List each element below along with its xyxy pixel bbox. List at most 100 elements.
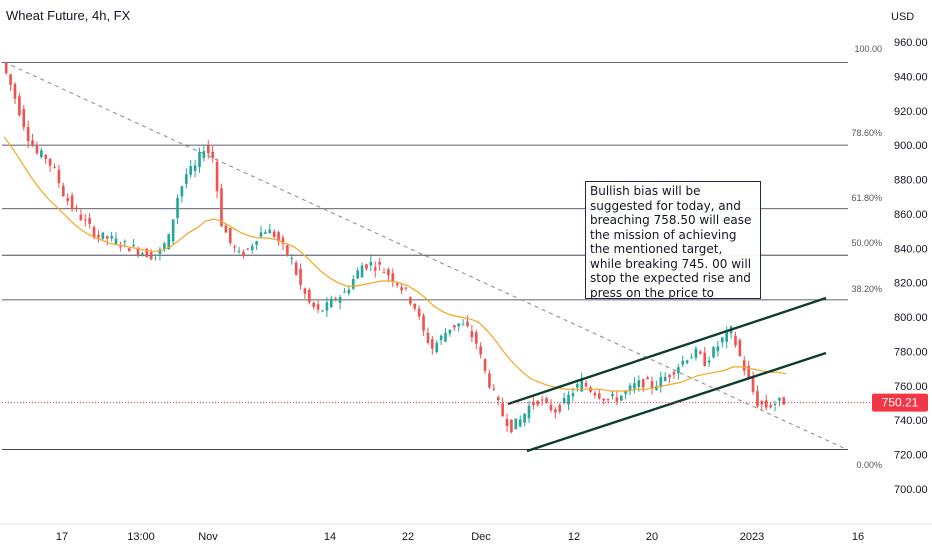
candle-body bbox=[474, 332, 478, 344]
candle-body bbox=[387, 269, 390, 276]
candle-body bbox=[641, 379, 645, 388]
candle-body bbox=[22, 108, 26, 128]
candle-body bbox=[431, 339, 434, 349]
y-tick-label: 880.00 bbox=[894, 175, 928, 187]
candle-body bbox=[646, 377, 649, 380]
candle-body bbox=[369, 262, 373, 266]
candle-body bbox=[237, 250, 241, 252]
candle-body bbox=[316, 304, 320, 310]
candle-body bbox=[382, 272, 386, 274]
candle-body bbox=[532, 401, 535, 406]
candle-body bbox=[9, 74, 12, 85]
candle-body bbox=[773, 403, 777, 405]
candle-body bbox=[308, 289, 311, 303]
y-tick-label: 900.00 bbox=[894, 140, 928, 152]
candle-body bbox=[294, 262, 298, 275]
candle-body bbox=[119, 246, 122, 248]
candle-body bbox=[141, 253, 144, 255]
candle-body bbox=[470, 331, 474, 338]
candle-body bbox=[479, 346, 482, 355]
candle-body bbox=[720, 337, 724, 343]
candle-body bbox=[606, 398, 610, 400]
y-tick-label: 960.00 bbox=[894, 37, 928, 49]
candle-body bbox=[554, 409, 557, 413]
candle-body bbox=[268, 229, 272, 234]
candle-body bbox=[57, 169, 61, 184]
candle-body bbox=[576, 384, 579, 388]
candle-body bbox=[567, 394, 570, 405]
candle-body bbox=[769, 405, 772, 408]
y-tick-label: 760.00 bbox=[894, 381, 928, 393]
candle-body bbox=[707, 360, 711, 363]
candle-body bbox=[496, 397, 500, 401]
candle-body bbox=[426, 332, 430, 343]
candle-body bbox=[101, 232, 105, 239]
y-tick-label: 860.00 bbox=[894, 209, 928, 221]
candle-body bbox=[400, 287, 403, 291]
trendline bbox=[3, 61, 849, 451]
candle-body bbox=[338, 297, 342, 303]
candle-body bbox=[193, 165, 197, 171]
candle-body bbox=[663, 376, 667, 381]
candle-body bbox=[518, 419, 522, 427]
current-price-badge bbox=[872, 393, 928, 412]
candle-body bbox=[75, 207, 78, 209]
candle-body bbox=[637, 380, 641, 387]
candle-body bbox=[751, 377, 755, 392]
candlestick-series bbox=[4, 61, 786, 434]
candle-body bbox=[356, 270, 359, 279]
candle-body bbox=[259, 232, 263, 237]
candle-body bbox=[92, 227, 96, 237]
current-price-marker: 750.21 bbox=[2, 393, 928, 412]
candle-body bbox=[264, 232, 267, 234]
candle-body bbox=[716, 346, 720, 352]
analysis-note[interactable]: Bullish bias will be suggested for today… bbox=[585, 181, 761, 299]
dashed-trendline[interactable] bbox=[3, 61, 849, 451]
x-tick-label: 13:00 bbox=[127, 531, 155, 543]
candle-body bbox=[31, 140, 34, 146]
x-tick-label: Nov bbox=[198, 531, 218, 543]
candle-body bbox=[343, 291, 346, 293]
rising-channel[interactable] bbox=[507, 296, 827, 453]
x-tick-label: Dec bbox=[471, 531, 491, 543]
fib-label: 61.80% bbox=[851, 193, 882, 203]
candle-body bbox=[527, 405, 531, 419]
candle-body bbox=[461, 324, 465, 326]
candle-body bbox=[378, 261, 381, 265]
candle-body bbox=[110, 235, 113, 239]
y-tick-label: 740.00 bbox=[894, 415, 928, 427]
time-axis[interactable]: 17 13:00 Nov 14 22 Dec 12 20 2023 16 bbox=[56, 531, 864, 543]
candle-body bbox=[347, 289, 351, 294]
candle-body bbox=[778, 397, 781, 401]
candle-body bbox=[580, 379, 584, 392]
candle-body bbox=[53, 166, 56, 168]
candle-body bbox=[48, 158, 52, 166]
currency-label: USD bbox=[891, 11, 914, 23]
candle-body bbox=[655, 386, 658, 391]
candle-body bbox=[167, 234, 171, 250]
candle-body bbox=[228, 228, 232, 244]
chart-title: Wheat Future, 4h, FX bbox=[6, 8, 131, 23]
y-tick-label: 920.00 bbox=[894, 106, 928, 118]
candle-body bbox=[171, 219, 175, 242]
channel-lower-line bbox=[526, 351, 827, 453]
candle-body bbox=[562, 398, 566, 404]
x-tick-label: 17 bbox=[56, 531, 68, 543]
candle-body bbox=[220, 188, 223, 227]
candle-body bbox=[619, 395, 623, 401]
current-price-label: 750.21 bbox=[882, 396, 919, 410]
price-axis[interactable]: USD 960.00 940.00 920.00 900.00 880.00 860.00 8… bbox=[891, 11, 928, 496]
candle-body bbox=[321, 310, 324, 312]
candle-body bbox=[435, 342, 439, 353]
candle-body bbox=[127, 248, 131, 252]
candle-body bbox=[83, 219, 87, 221]
candle-body bbox=[615, 397, 619, 402]
candle-body bbox=[61, 185, 65, 197]
candle-body bbox=[536, 400, 540, 405]
x-tick-label: 2023 bbox=[740, 531, 764, 543]
candle-body bbox=[584, 382, 588, 387]
candle-body bbox=[492, 388, 496, 390]
candle-body bbox=[690, 357, 693, 359]
y-tick-label: 800.00 bbox=[894, 312, 928, 324]
